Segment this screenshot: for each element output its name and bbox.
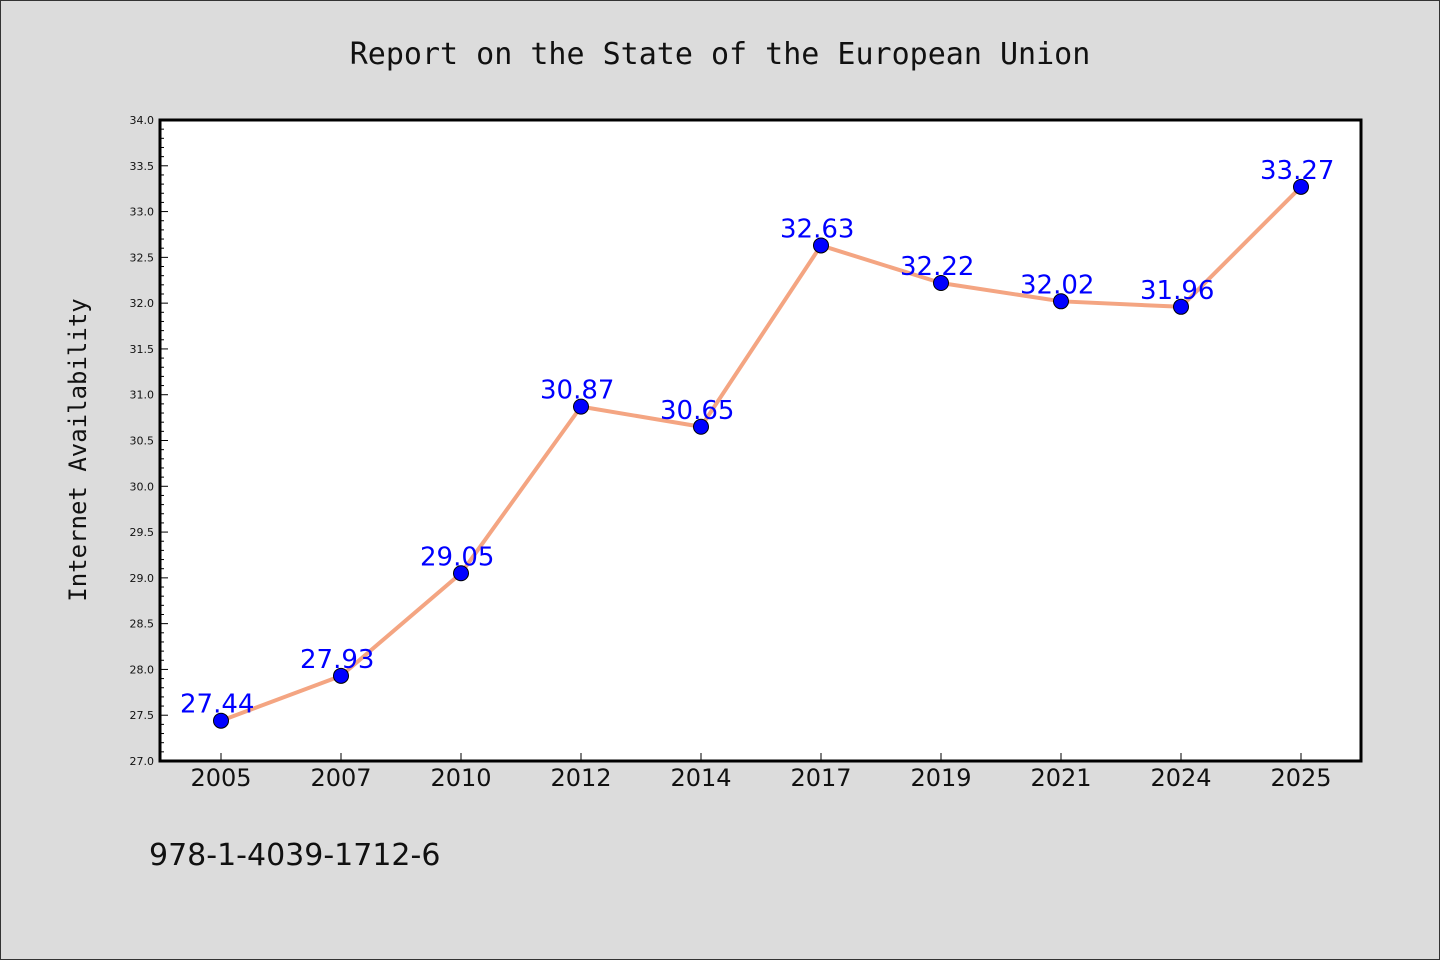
x-tick-label: 2017 [790, 764, 851, 792]
x-tick-label: 2024 [1150, 764, 1211, 792]
y-tick-label: 27.5 [130, 709, 155, 722]
chart-title: Report on the State of the European Unio… [350, 37, 1091, 72]
data-label: 32.02 [1020, 270, 1094, 300]
data-point [1053, 293, 1069, 310]
y-tick-label: 30.0 [130, 480, 155, 493]
y-tick-label: 34.0 [130, 114, 155, 127]
data-point [333, 667, 349, 684]
data-point [453, 565, 469, 582]
data-label: 31.96 [1140, 276, 1214, 306]
x-tick-label: 2012 [550, 764, 611, 792]
y-tick-label: 28.0 [130, 663, 155, 676]
data-point [1173, 298, 1189, 315]
data-point [813, 237, 829, 254]
data-label: 30.65 [660, 396, 734, 426]
data-label: 33.27 [1260, 156, 1334, 186]
plot-area [158, 118, 1363, 763]
data-label: 32.22 [900, 252, 974, 282]
x-tick-label: 2019 [910, 764, 971, 792]
y-tick-label: 31.5 [130, 343, 155, 356]
x-axis-ticks: 2005 2007 2010 2012 2014 2017 2019 2021 2024 2025 [190, 753, 1332, 792]
data-point [1293, 178, 1309, 195]
y-tick-label: 29.5 [130, 526, 155, 539]
series-layer [213, 178, 1309, 729]
data-label: 32.63 [780, 214, 854, 244]
data-labels-layer: 27.44 27.93 29.05 30.87 30.65 32.63 32.22 32.02… [180, 156, 1334, 720]
y-tick-label: 30.5 [130, 435, 155, 448]
x-tick-label: 2010 [430, 764, 491, 792]
y-tick-label: 33.5 [130, 160, 155, 173]
isbn-footer: 978-1-4039-1712-6 [149, 838, 440, 873]
x-tick-label: 2021 [1030, 764, 1091, 792]
x-tick-label: 2014 [670, 764, 731, 792]
data-point [693, 418, 709, 435]
y-tick-label: 33.0 [130, 206, 155, 219]
data-label: 30.87 [540, 376, 614, 406]
y-tick-label: 28.5 [130, 618, 155, 631]
data-point [213, 712, 229, 729]
y-tick-label: 27.0 [130, 755, 155, 768]
data-point [573, 398, 589, 415]
data-label: 27.44 [180, 690, 254, 720]
x-tick-label: 2005 [190, 764, 251, 792]
y-axis-label: Internet Availability [64, 298, 92, 601]
y-axis-ticks: 27.0 27.5 28.0 28.5 29.0 29.5 30.0 30.5 31.0 31.5… [130, 114, 168, 768]
data-label: 27.93 [300, 645, 374, 675]
y-tick-label: 32.5 [130, 251, 155, 264]
y-tick-label: 31.0 [130, 389, 155, 402]
x-tick-label: 2025 [1270, 764, 1331, 792]
y-tick-label: 29.0 [130, 572, 155, 585]
x-tick-label: 2007 [310, 764, 371, 792]
data-point [933, 274, 949, 291]
y-tick-label: 32.0 [130, 297, 155, 310]
series-line [220, 185, 1303, 723]
data-label: 29.05 [420, 542, 494, 572]
